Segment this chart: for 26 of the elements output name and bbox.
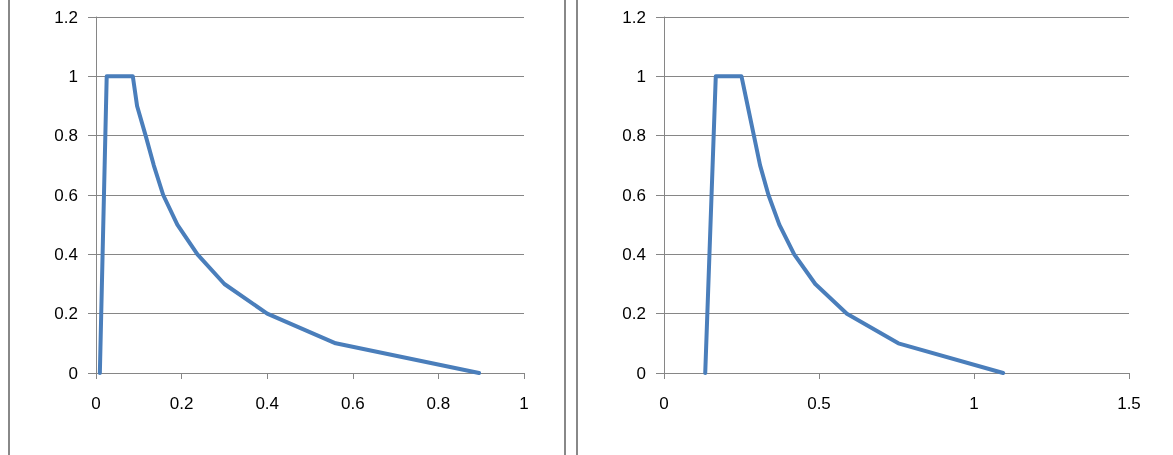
y-tick-label: 0.8 <box>54 126 78 146</box>
x-tick-label: 1.5 <box>1117 394 1141 413</box>
y-tick-label: 0.6 <box>54 185 78 205</box>
y-tick-label: 0.2 <box>54 304 78 324</box>
x-tick-label: 0.2 <box>169 394 194 413</box>
y-tick-label: 1.2 <box>54 7 78 27</box>
y-tick-label: 1 <box>636 66 646 86</box>
line-series <box>703 74 1006 375</box>
y-tick-label: 0 <box>636 363 646 383</box>
x-tick-label: 0.8 <box>426 394 451 413</box>
x-tick-label: 0 <box>91 394 101 413</box>
x-tick-label: 0.4 <box>255 394 280 413</box>
x-tick-label: 0 <box>659 394 669 413</box>
x-tick-label: 0.5 <box>807 394 831 413</box>
y-tick-label: 0.2 <box>622 304 646 324</box>
y-tick-label: 1.2 <box>622 7 646 27</box>
x-tick-label: 1 <box>519 394 529 413</box>
y-tick-label: 0 <box>68 363 78 383</box>
y-tick-label: 0.8 <box>622 126 646 146</box>
x-tick-label: 0.6 <box>340 394 365 413</box>
y-tick-label: 1 <box>68 66 78 86</box>
y-tick-label: 0.6 <box>622 185 646 205</box>
x-tick-label: 1 <box>969 394 979 413</box>
y-tick-label: 0.4 <box>54 244 78 264</box>
line-series <box>97 74 482 375</box>
y-tick-label: 0.4 <box>622 244 646 264</box>
